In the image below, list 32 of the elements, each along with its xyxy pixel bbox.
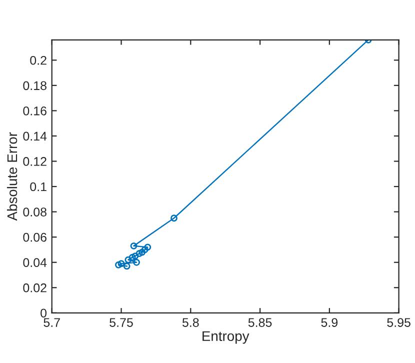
point (144, 244, 152, 251)
x-tick-label: 5.9 (321, 318, 338, 327)
y-axis-title: Absolute Error (6, 132, 18, 221)
y-tick-label: 0 (40, 308, 47, 318)
point (141, 246, 148, 254)
point (136, 250, 143, 257)
point (133, 258, 140, 266)
y-tick-label: 0.18 (23, 81, 46, 90)
x-tick-label: 5.8 (182, 318, 199, 327)
point (132, 252, 139, 260)
y-tick-label: 0.12 (23, 157, 46, 166)
point (115, 261, 122, 268)
x-tick-label: 5.7 (44, 318, 60, 327)
y-tick-label: 0.16 (23, 106, 46, 116)
point (123, 262, 130, 270)
y-tick-label: 0.2 (30, 56, 46, 65)
point (128, 254, 136, 261)
y-tick-label: 0.06 (23, 232, 46, 242)
x-tick-label: 5.95 (387, 318, 410, 327)
y-tick-label: 0.1 (30, 182, 46, 192)
x-axis-title: Entropy (202, 331, 250, 344)
point (170, 214, 178, 222)
y-tick-label: 0.02 (23, 283, 46, 292)
point (124, 256, 132, 264)
y-tick-label: 0.14 (23, 132, 47, 141)
point (118, 260, 125, 268)
x-tick-label: 5.85 (248, 318, 272, 327)
y-tick-label: 0.04 (23, 258, 47, 268)
point (130, 242, 138, 250)
y-tick-label: 0.08 (23, 208, 46, 216)
x-tick-label: 5.75 (110, 318, 133, 327)
point (138, 248, 146, 256)
